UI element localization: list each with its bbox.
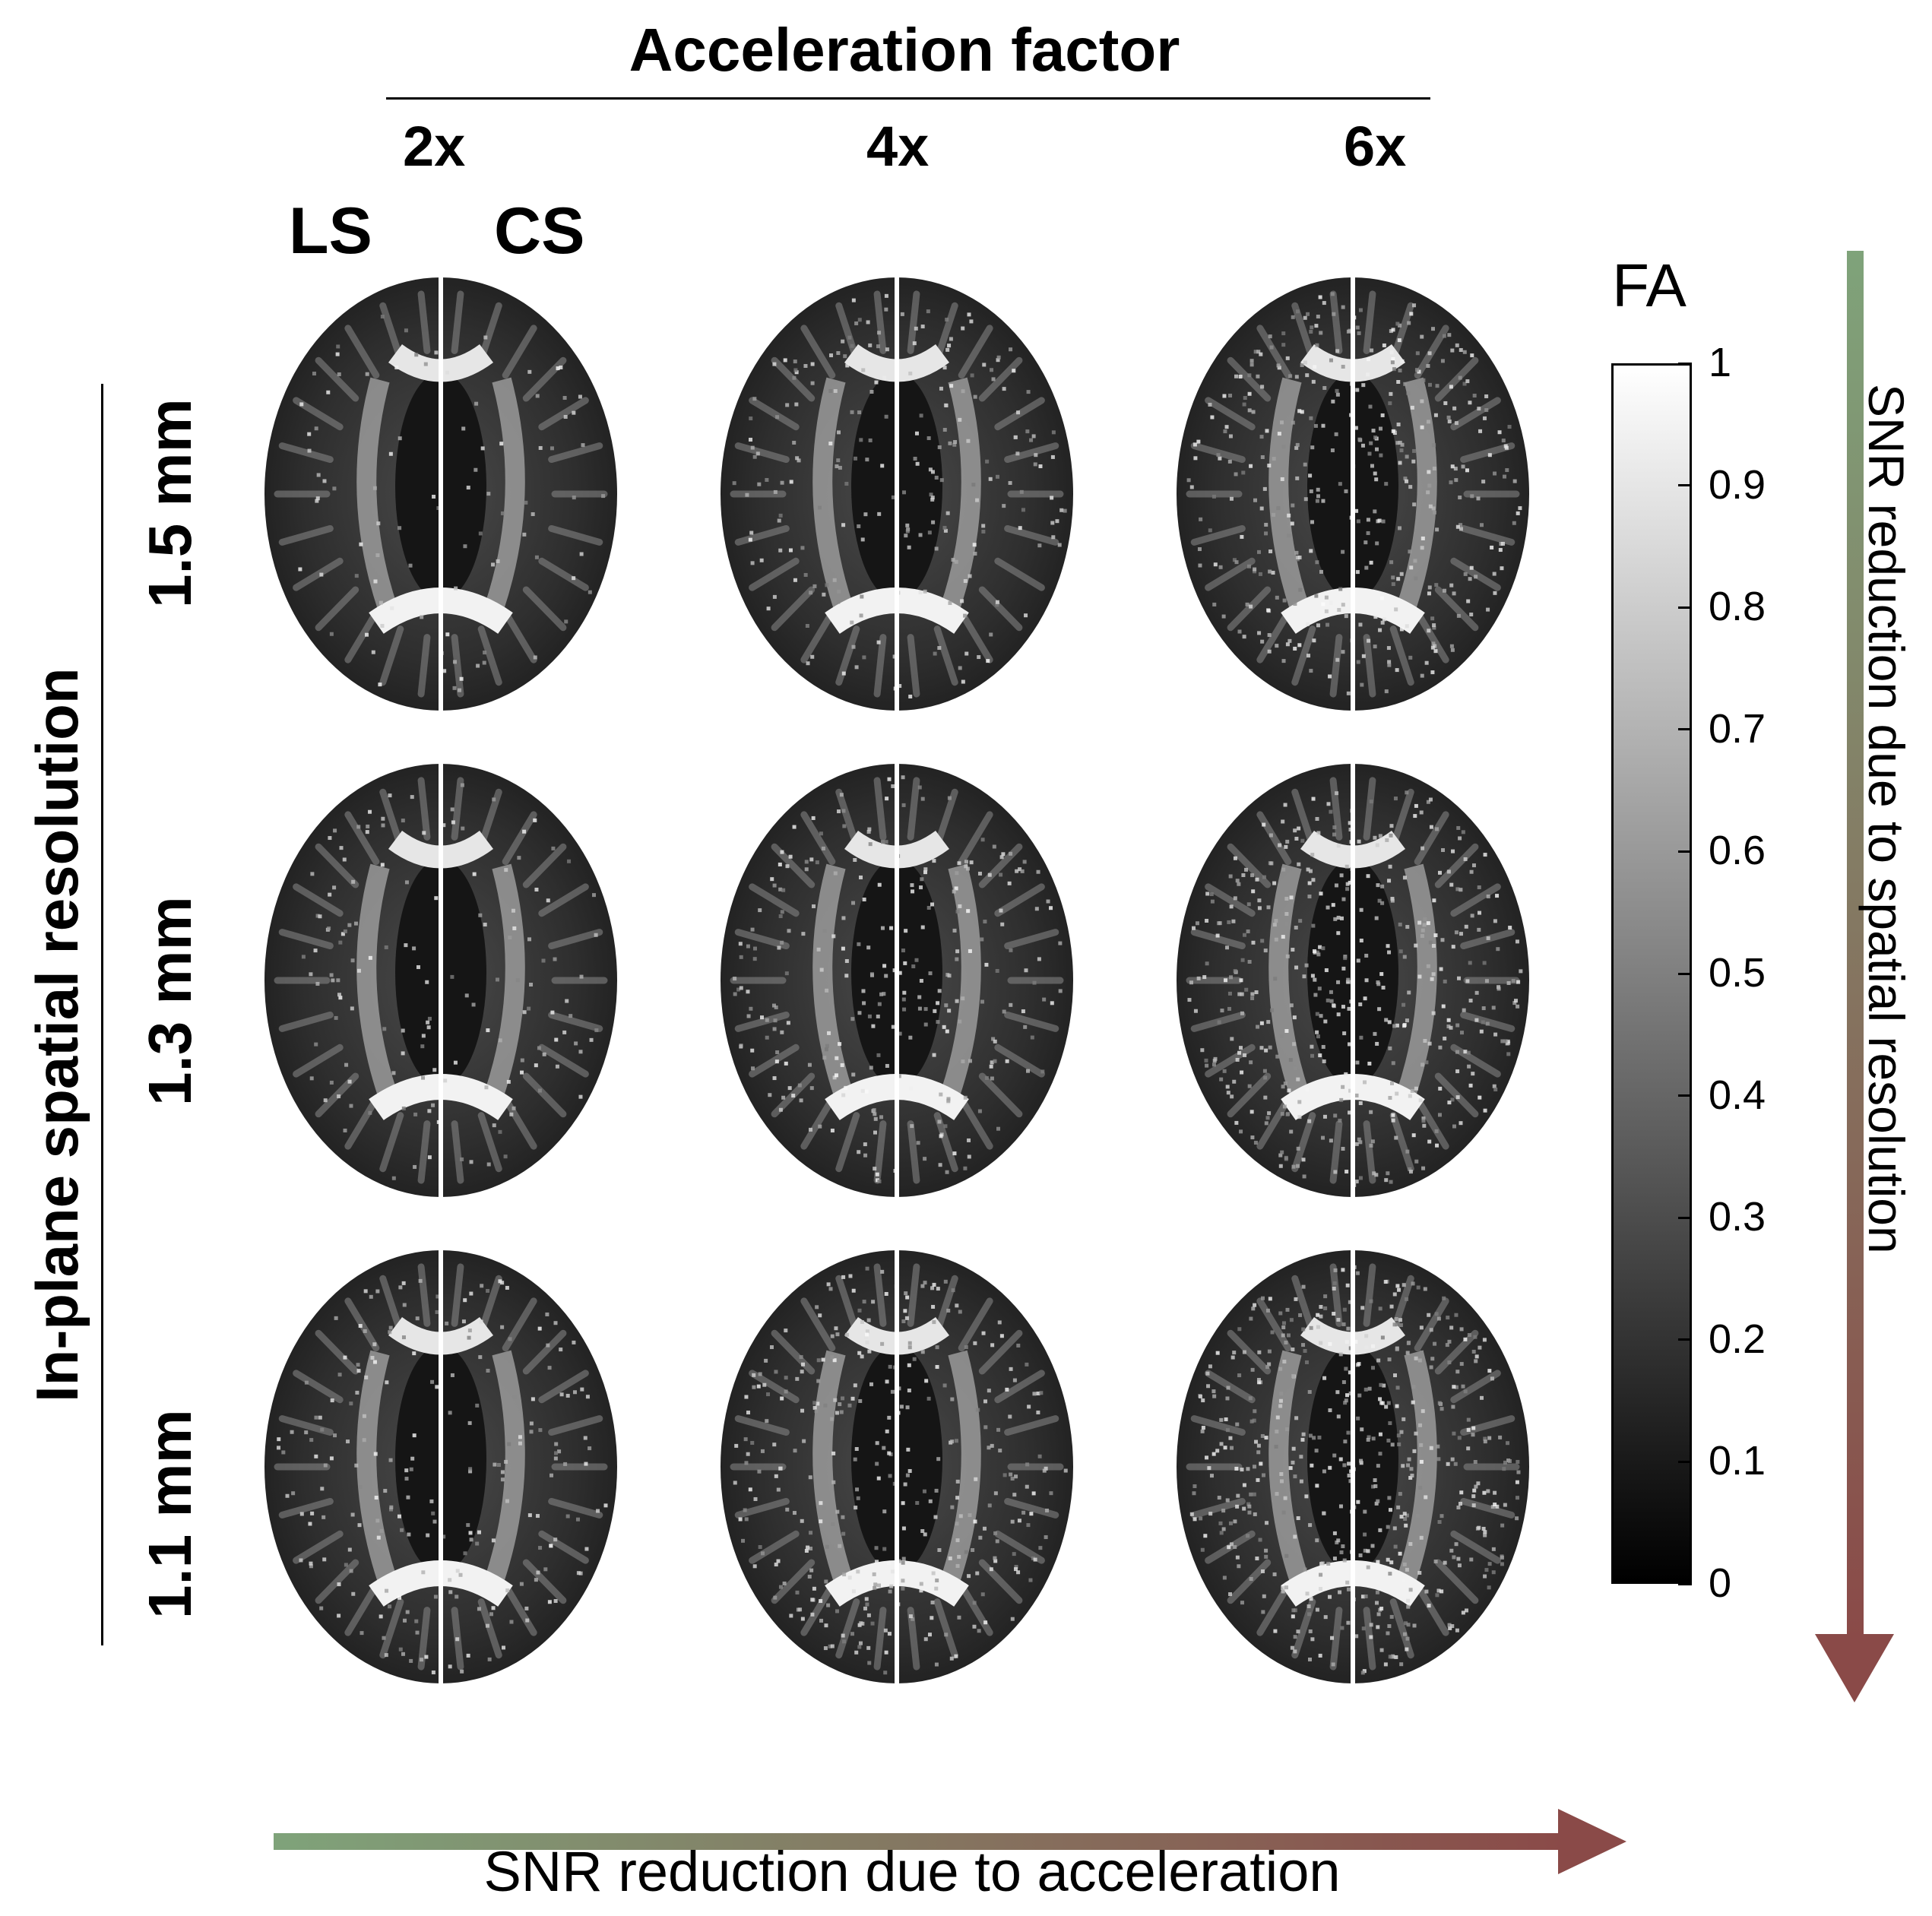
fa-map-r2-c2 xyxy=(721,756,1073,1212)
colorbar-tick-label: 0.8 xyxy=(1709,584,1766,630)
colorbar-title: FA xyxy=(1612,252,1687,319)
horizontal-snr-arrow xyxy=(274,1809,1626,1874)
fa-map-grid xyxy=(264,274,1529,1699)
colorbar-tick-label: 1 xyxy=(1709,340,1732,385)
colorbar-tick-label: 0.2 xyxy=(1709,1316,1766,1362)
colorbar-tick-label: 0.4 xyxy=(1709,1072,1766,1118)
column-header-4x: 4x xyxy=(866,115,930,178)
method-label-cs: CS xyxy=(494,195,585,268)
fa-map-r3-c2 xyxy=(721,1243,1073,1699)
row-axis-rule xyxy=(101,384,103,1645)
fa-map-r1-c3 xyxy=(1177,274,1529,726)
colorbar-tick-mark xyxy=(1678,1338,1692,1341)
colorbar-tick-label: 0.9 xyxy=(1709,461,1766,508)
row-label-1-5mm: 1.5 mm xyxy=(136,398,204,608)
title-underline xyxy=(386,97,1430,100)
colorbar-tick-mark xyxy=(1678,1460,1692,1463)
colorbar-tick-mark xyxy=(1678,1094,1692,1097)
colorbar-tick-label: 0.7 xyxy=(1709,705,1766,752)
colorbar-tick-mark xyxy=(1678,606,1692,609)
colorbar-tick-mark xyxy=(1678,850,1692,853)
colorbar-tick-label: 0.3 xyxy=(1709,1194,1766,1240)
fa-map-r3-c1 xyxy=(264,1243,617,1699)
acceleration-factor-title: Acceleration factor xyxy=(629,16,1180,84)
colorbar-tick-label: 0.5 xyxy=(1709,950,1766,996)
colorbar-tick-mark xyxy=(1678,1216,1692,1219)
method-label-ls: LS xyxy=(289,195,372,268)
row-label-1-3mm: 1.3 mm xyxy=(136,896,204,1106)
row-axis-title: In-plane spatial resolution xyxy=(24,667,90,1402)
colorbar-tick-label: 0 xyxy=(1709,1560,1732,1606)
vertical-arrow-label: SNR reduction due to spatial resolution xyxy=(1858,384,1915,1254)
horizontal-arrow-label: SNR reduction due to acceleration xyxy=(483,1840,1341,1903)
fa-map-r1-c1 xyxy=(264,274,617,726)
column-header-6x: 6x xyxy=(1344,115,1407,178)
row-label-1-1mm: 1.1 mm xyxy=(136,1409,204,1619)
colorbar-tick-mark xyxy=(1678,728,1692,731)
column-header-2x: 2x xyxy=(403,115,466,178)
fa-map-r2-c1 xyxy=(264,756,617,1212)
colorbar-tick-mark xyxy=(1678,362,1692,365)
fa-map-r1-c2 xyxy=(721,274,1073,726)
colorbar-tick-mark xyxy=(1678,1582,1692,1585)
colorbar-tick-mark xyxy=(1678,972,1692,975)
fa-map-r2-c3 xyxy=(1177,756,1529,1212)
colorbar-tick-mark xyxy=(1678,484,1692,487)
fa-map-r3-c3 xyxy=(1177,1243,1529,1699)
colorbar-tick-label: 0.6 xyxy=(1709,828,1766,874)
colorbar-tick-label: 0.1 xyxy=(1709,1438,1766,1484)
vertical-snr-arrow xyxy=(1815,251,1894,1702)
